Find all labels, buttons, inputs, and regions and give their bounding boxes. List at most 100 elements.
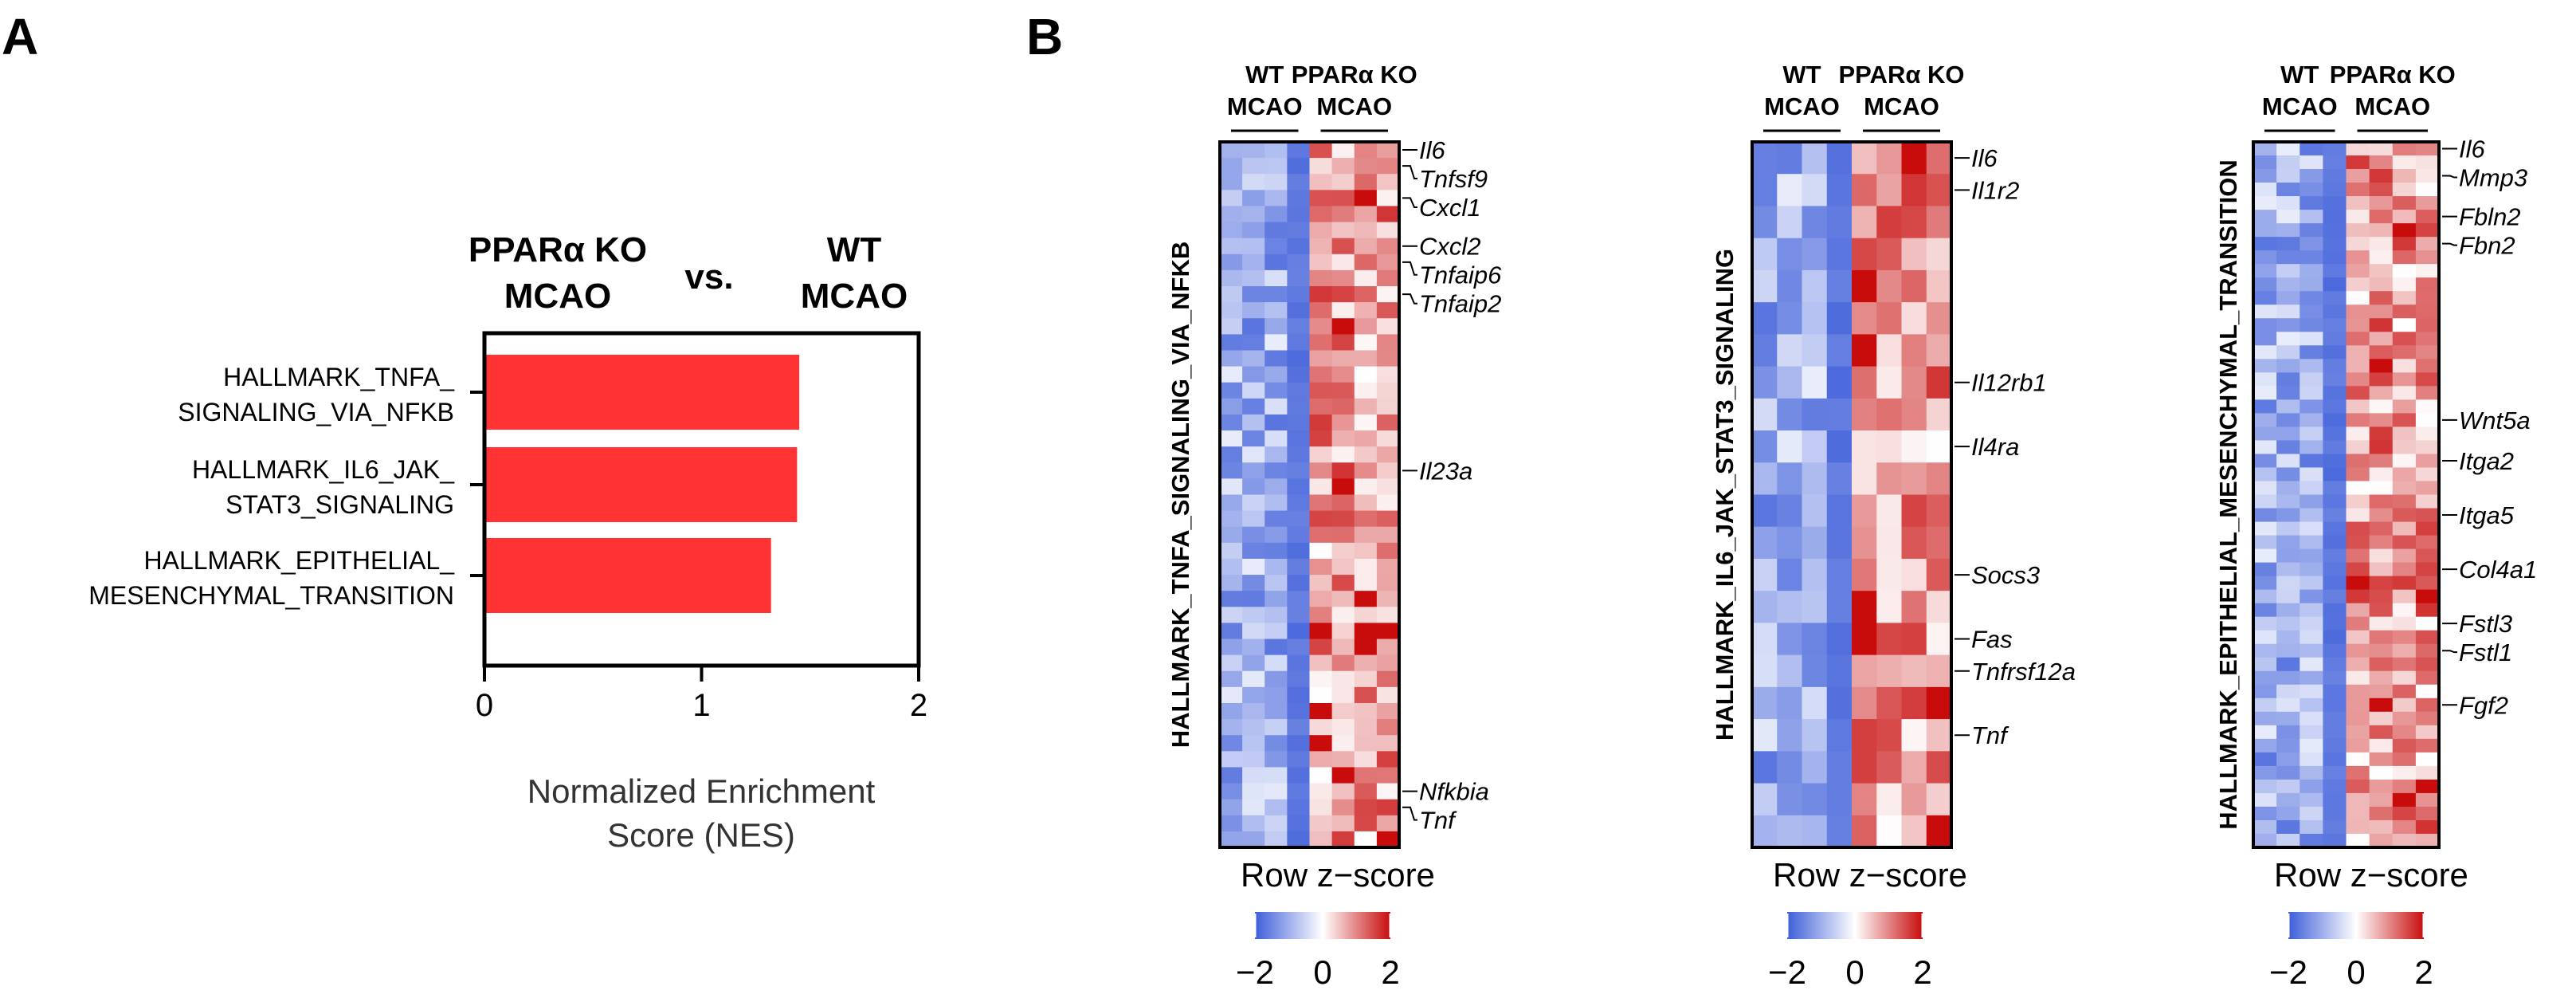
heatmap-cell [2392,142,2417,156]
bar-category-label-0-1: SIGNALING_VIA_NFKB [178,398,454,426]
heatmap-cell [1331,142,1355,159]
heatmap-cell [2253,467,2277,482]
heatmap-cell [1242,494,1265,512]
bar-title-right-line1: WT [827,230,882,269]
heatmap-cell [1777,366,1803,399]
heatmap-cell [1376,799,1400,816]
heatmap-cell [2415,684,2440,699]
heatmap-cell [1309,494,1333,512]
heatmap-2-group-label-1-0: PPARα KO [2330,61,2456,88]
heatmap-cell [1752,398,1778,431]
heatmap-cell [2323,752,2347,767]
heatmap-cell [1309,735,1333,752]
heatmap-cell [1354,815,1378,832]
heatmap-cell [1852,686,1877,720]
heatmap-cell [2346,711,2370,726]
heatmap-cell [1901,494,1927,528]
heatmap-cell [1752,526,1778,560]
heatmap-cell [1354,654,1378,672]
heatmap-cell [2415,833,2440,848]
heatmap-cell [2392,277,2417,292]
heatmap-cell [1901,462,1927,496]
heatmap-cell [1777,462,1803,496]
heatmap-cell [1242,542,1265,560]
heatmap-cell [2392,196,2417,210]
heatmap-cell [2346,657,2370,672]
heatmap-cell [1331,206,1355,223]
heatmap-cell [1242,831,1265,848]
heatmap-cell [2369,196,2394,210]
heatmap-cell [2300,792,2323,808]
heatmap-cell [1901,654,1927,688]
heatmap-cell [2392,508,2417,523]
heatmap-cell [1309,238,1333,255]
heatmap-cell [1220,654,1243,672]
heatmap-cell [2276,210,2300,224]
heatmap-cell [1852,591,1877,624]
heatmap-cell [2369,481,2394,496]
heatmap-cell [2369,223,2394,238]
heatmap-cell [1826,206,1853,239]
heatmap-cell [1852,174,1877,207]
heatmap-2-frame [2252,140,2441,849]
heatmap-cell [1220,334,1243,352]
heatmap-cell [2276,698,2300,713]
heatmap-cell [2346,399,2370,414]
heatmap-cell [2253,169,2277,183]
heatmap-cell [2415,426,2440,442]
heatmap-cell [1852,269,1877,303]
gene-leader-line [1402,197,1417,209]
heatmap-cell [2253,250,2277,265]
heatmap-cell [1287,831,1311,848]
heatmap-cell [1264,269,1288,287]
heatmap-cell [1376,575,1400,591]
heatmap-cell [2253,305,2277,319]
heatmap-cell [1354,269,1378,287]
heatmap-cell [2346,616,2370,631]
colorbar-0-tick-label-1: 0 [1313,953,1331,991]
heatmap-cell [1376,686,1400,704]
heatmap-cell [2276,237,2300,251]
heatmap-cell [1926,719,1952,752]
heatmap-1-group-label-0-1: MCAO [1764,92,1840,120]
heatmap-cell [2346,603,2370,618]
heatmap-cell [1287,318,1311,335]
heatmap-cell [1242,318,1265,335]
heatmap-cell [1331,831,1355,848]
heatmap-cell [2323,467,2347,482]
heatmap-cell [1354,302,1378,319]
heatmap-cell [1901,591,1927,624]
heatmap-cell [2300,264,2323,278]
heatmap-cell [2415,548,2440,564]
heatmap-cell [1354,190,1378,207]
heatmap-cell [1309,670,1333,688]
heatmap-cell [2369,210,2394,224]
heatmap-cell [1309,654,1333,672]
heatmap-cell [2392,494,2417,509]
heatmap-cell [2369,359,2394,373]
heatmap-cell [1287,398,1311,415]
heatmap-cell [2369,698,2394,713]
gene-label: Il1r2 [1971,176,2019,204]
heatmap-cell [1376,158,1400,175]
heatmap-cell [1242,767,1265,784]
heatmap-cell [1376,414,1400,431]
heatmap-cell [2346,291,2370,305]
heatmap-cell [2253,318,2277,332]
heatmap-emt: WT MCAO PPARα KO MCAO HALLMARK_EPITHELIAL_ME… [2214,61,2537,991]
heatmap-cell [1752,174,1778,207]
heatmap-cell [2392,643,2417,658]
heatmap-cell [2276,792,2300,808]
heatmap-2-cells [2253,142,2440,848]
heatmap-cell [2276,264,2300,278]
heatmap-cell [2369,277,2394,292]
heatmap-cell [1309,686,1333,704]
heatmap-cell [1876,462,1903,496]
heatmap-cell [1331,366,1355,383]
heatmap-cell [2392,183,2417,197]
heatmap-cell [1354,575,1378,591]
heatmap-cell [2300,305,2323,319]
heatmap-cell [1376,222,1400,239]
heatmap-cell [2346,806,2370,821]
heatmap-cell [1926,783,1952,816]
